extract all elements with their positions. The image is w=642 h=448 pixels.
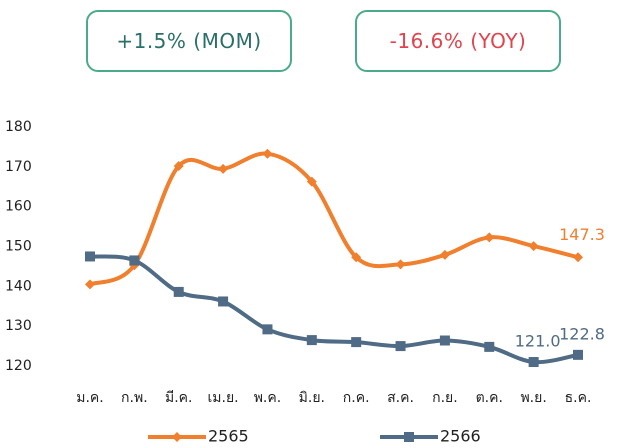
point <box>484 232 495 243</box>
x-tick-label: มิ.ย. <box>299 390 325 406</box>
point <box>218 296 229 307</box>
x-tick-label: พ.ค. <box>254 390 282 406</box>
x-tick-label: ธ.ค. <box>565 390 592 406</box>
point <box>484 341 495 352</box>
point <box>262 324 273 335</box>
point <box>439 335 450 346</box>
x-tick-label: ส.ค. <box>387 390 414 406</box>
x-tick-label: ต.ค. <box>476 390 503 406</box>
y-tick-label: 120 <box>5 358 32 374</box>
x-tick-label: มี.ค. <box>165 390 193 406</box>
y-tick-label: 160 <box>5 199 32 215</box>
legend-marker <box>172 432 182 442</box>
point <box>85 251 95 262</box>
point <box>173 286 184 297</box>
x-tick-label: เม.ย. <box>208 390 239 406</box>
data-label: 121.0 <box>515 332 561 351</box>
point <box>573 349 583 360</box>
point <box>439 249 450 260</box>
point <box>85 279 95 290</box>
point <box>351 337 362 348</box>
point <box>306 335 317 346</box>
legend-marker <box>404 432 414 442</box>
data-label: 147.3 <box>559 225 605 244</box>
x-tick-label: ม.ค. <box>76 390 104 406</box>
legend-label: 2566 <box>440 427 481 446</box>
point <box>306 176 317 187</box>
series-line <box>88 151 580 287</box>
x-tick-label: พ.ย. <box>520 390 546 406</box>
y-tick-label: 130 <box>5 318 32 334</box>
legend-label: 2565 <box>208 427 249 446</box>
y-tick-label: 180 <box>5 119 32 135</box>
point <box>528 357 539 368</box>
x-tick-label: ก.ค. <box>343 390 370 406</box>
y-tick-label: 170 <box>5 159 32 175</box>
y-tick-label: 150 <box>5 239 32 255</box>
point <box>218 163 229 174</box>
point <box>573 252 583 263</box>
mom-badge: +1.5% (MOM) <box>86 10 292 72</box>
point <box>395 259 406 270</box>
point <box>129 255 140 266</box>
data-label: 122.8 <box>559 324 605 343</box>
point <box>395 341 406 352</box>
point <box>173 161 184 172</box>
series-line <box>88 254 580 365</box>
x-tick-label: ก.ย. <box>432 390 458 406</box>
point <box>351 252 362 263</box>
y-tick-label: 140 <box>5 278 32 294</box>
x-tick-label: ก.พ. <box>121 390 148 406</box>
yoy-badge: -16.6% (YOY) <box>355 10 561 72</box>
point <box>528 241 539 252</box>
point <box>262 148 273 159</box>
